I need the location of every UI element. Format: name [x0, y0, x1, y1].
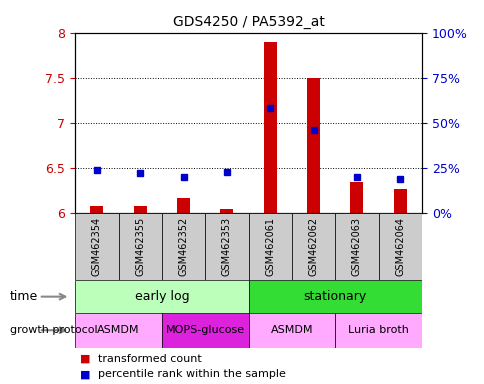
Bar [393, 189, 406, 213]
Text: GSM462064: GSM462064 [394, 217, 405, 276]
Bar [177, 198, 190, 213]
Bar [162, 213, 205, 280]
Text: GSM462062: GSM462062 [308, 217, 318, 276]
Text: growth protocol: growth protocol [10, 325, 97, 335]
Text: GSM462353: GSM462353 [222, 217, 231, 276]
Bar [334, 213, 378, 280]
Bar [248, 280, 421, 313]
Bar [205, 213, 248, 280]
Bar [75, 280, 248, 313]
Text: ASMDM: ASMDM [270, 325, 313, 335]
Text: ■: ■ [80, 354, 91, 364]
Bar [220, 209, 233, 213]
Text: early log: early log [134, 290, 189, 303]
Text: GSM462354: GSM462354 [91, 217, 102, 276]
Bar [118, 213, 162, 280]
Bar [134, 206, 146, 213]
Bar [75, 313, 162, 348]
Text: transformed count: transformed count [98, 354, 202, 364]
Bar [263, 42, 276, 213]
Bar [90, 206, 103, 213]
Text: Luria broth: Luria broth [348, 325, 408, 335]
Text: GSM462355: GSM462355 [135, 217, 145, 276]
Bar [306, 78, 319, 213]
Title: GDS4250 / PA5392_at: GDS4250 / PA5392_at [172, 15, 324, 29]
Text: GSM462063: GSM462063 [351, 217, 361, 276]
Bar [378, 213, 421, 280]
Bar [162, 313, 248, 348]
Text: percentile rank within the sample: percentile rank within the sample [98, 369, 286, 379]
Text: stationary: stationary [303, 290, 366, 303]
Text: GSM462352: GSM462352 [178, 217, 188, 276]
Bar [291, 213, 334, 280]
Bar [334, 313, 421, 348]
Bar [350, 182, 363, 213]
Text: MOPS-glucose: MOPS-glucose [166, 325, 244, 335]
Text: ASMDM: ASMDM [97, 325, 139, 335]
Bar [248, 213, 291, 280]
Bar [248, 313, 334, 348]
Text: ■: ■ [80, 369, 91, 379]
Text: time: time [10, 290, 38, 303]
Text: GSM462061: GSM462061 [265, 217, 274, 276]
Bar [75, 213, 118, 280]
